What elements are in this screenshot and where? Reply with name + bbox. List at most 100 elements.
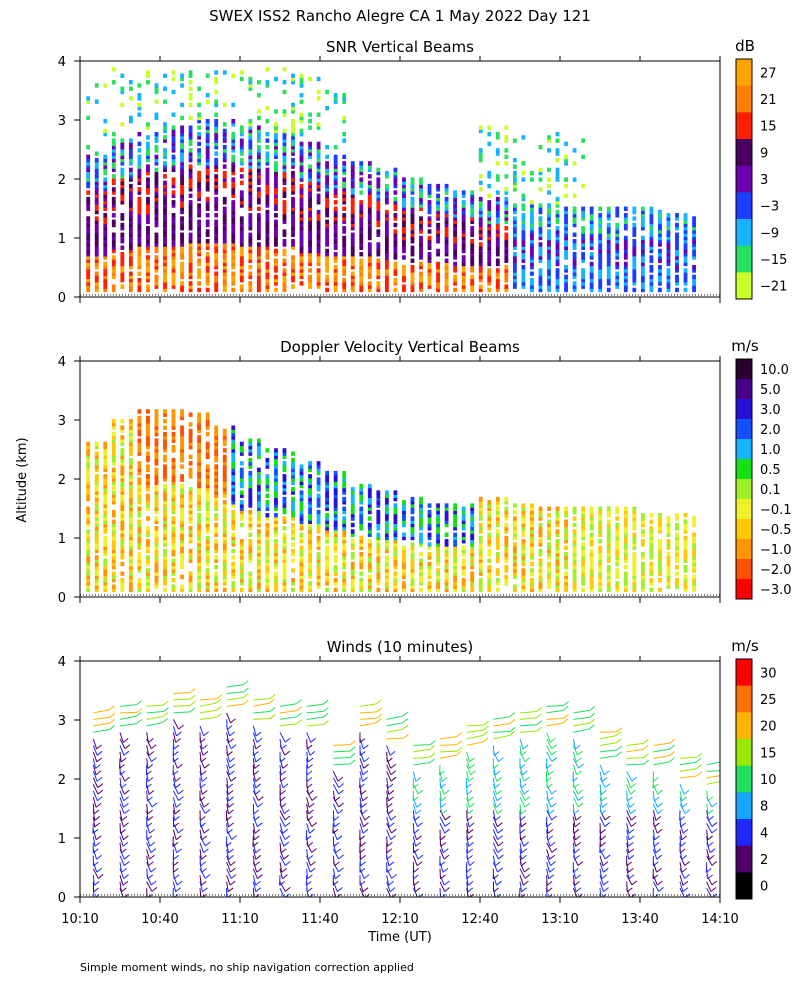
snr-cell [376,206,381,211]
snr-cell [692,216,696,221]
snr-cell [128,277,133,283]
snr-cell [478,284,483,289]
velocity-cell [171,568,176,573]
velocity-cell [274,584,278,589]
snr-cell [538,177,543,182]
snr-cell [239,226,244,231]
velocity-cell [163,519,167,524]
snr-cell [94,161,99,166]
snr-cell [470,284,475,289]
velocity-cell [487,513,492,518]
snr-cell [86,245,91,250]
panel-title: Doppler Velocity Vertical Beams [280,338,520,356]
snr-cell [666,242,671,247]
velocity-cell [180,587,184,593]
velocity-cell [111,529,116,534]
velocity-cell [188,493,193,499]
snr-cell [265,80,270,85]
velocity-cell [393,574,398,580]
velocity-cell [222,464,227,469]
velocity-cell [231,539,236,544]
snr-cell [146,190,150,195]
velocity-cell [512,558,517,563]
velocity-cell [197,477,202,482]
snr-cell [615,222,620,228]
velocity-cell [120,464,125,469]
snr-cell [564,161,568,166]
snr-cell [128,167,133,173]
snr-cell [205,177,210,182]
velocity-cell [265,558,270,563]
snr-cell [512,277,517,283]
velocity-cell [163,496,167,502]
velocity-cell [402,503,406,508]
snr-cell [384,232,389,237]
snr-cell [521,177,526,182]
snr-cell [137,287,142,293]
snr-cell [274,164,278,169]
snr-cell [470,216,475,221]
snr-cell [666,248,671,254]
snr-cell [521,213,526,218]
velocity-cell [675,539,679,544]
snr-cell [581,268,586,273]
velocity-cell [478,561,483,567]
snr-cell [427,274,432,280]
snr-cell [299,219,304,224]
velocity-cell [146,409,150,414]
snr-cell [120,255,125,260]
snr-cell [248,206,253,211]
snr-cell [692,235,696,241]
snr-cell [564,216,568,221]
velocity-cell [384,558,389,563]
velocity-cell [384,519,389,524]
snr-cell [402,274,406,280]
velocity-cell [325,565,330,570]
snr-cell [274,274,278,280]
snr-cell [308,284,312,289]
snr-cell [555,177,560,182]
velocity-cell [239,558,244,563]
snr-cell [325,252,330,257]
velocity-cell [291,509,295,515]
snr-cell [376,177,381,182]
velocity-cell [632,522,637,528]
velocity-cell [376,587,381,593]
snr-cell [282,141,287,147]
velocity-cell [188,529,193,534]
snr-cell [495,151,500,156]
velocity-cell [128,490,133,495]
velocity-cell [444,516,449,521]
snr-cell [555,170,560,176]
snr-cell [658,213,662,218]
snr-cell [154,203,159,208]
snr-cell [299,261,304,267]
snr-cell [555,242,560,247]
snr-cell [521,271,526,276]
velocity-cell [239,483,244,489]
snr-cell [649,235,654,241]
snr-cell [299,229,304,234]
velocity-cell [495,555,500,560]
snr-cell [675,287,679,293]
snr-cell [256,161,261,166]
snr-cell [291,196,295,202]
velocity-cell [555,587,560,593]
snr-cell [333,274,338,280]
velocity-cell [274,542,278,547]
snr-cell [274,203,278,208]
snr-cell [495,135,500,140]
velocity-cell [359,522,364,528]
velocity-cell [248,503,253,508]
snr-cell [291,271,295,276]
velocity-cell [589,506,594,511]
velocity-cell [444,532,449,537]
velocity-cell [163,425,167,430]
velocity-cell [632,526,637,531]
snr-cell [154,245,159,250]
velocity-cell [410,519,415,524]
snr-cell [180,125,184,130]
velocity-cell [598,545,603,550]
snr-cell [564,177,568,182]
snr-cell [282,112,287,117]
